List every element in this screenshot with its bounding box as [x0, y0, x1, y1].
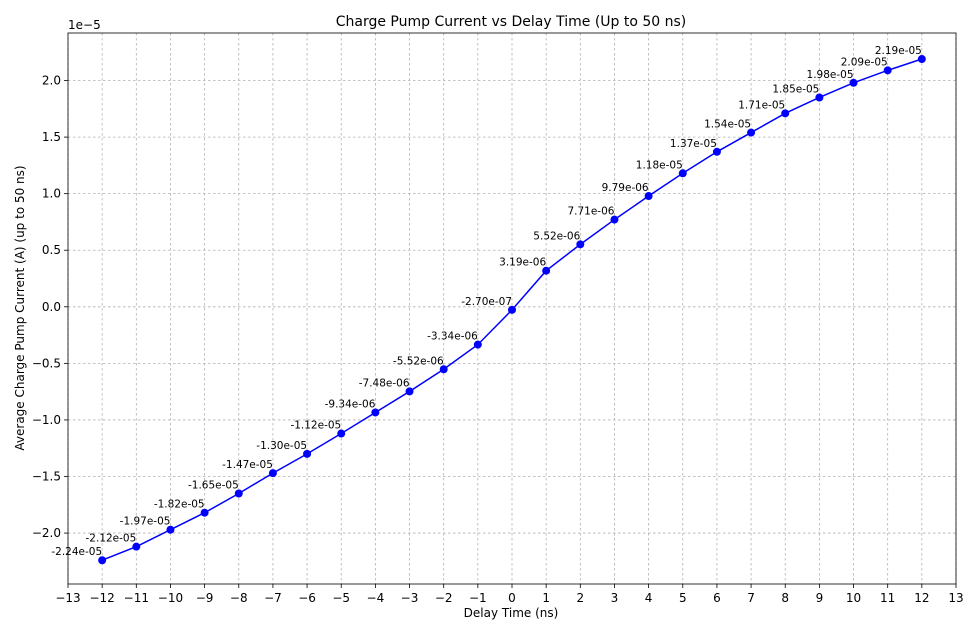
x-tick-label: 10 — [846, 591, 861, 605]
y-tick-label: −1.5 — [32, 470, 61, 484]
y-tick-label: 2.0 — [42, 74, 61, 88]
plot-frame — [67, 32, 957, 585]
data-point — [644, 192, 653, 201]
data-label: -1.82e-05 — [154, 499, 205, 511]
x-tick-label: 4 — [645, 591, 653, 605]
data-label: 1.71e-05 — [738, 99, 785, 111]
data-point — [200, 508, 209, 517]
data-label: 1.37e-05 — [670, 138, 717, 150]
data-label: -1.47e-05 — [222, 459, 273, 471]
x-tick-label: −1 — [469, 591, 487, 605]
x-tick-label: 12 — [914, 591, 929, 605]
data-label: -7.48e-06 — [359, 377, 410, 389]
x-tick-label: 13 — [948, 591, 963, 605]
x-tick-label: −7 — [264, 591, 282, 605]
x-tick-label: −4 — [367, 591, 385, 605]
x-tick-label: −10 — [158, 591, 183, 605]
x-tick-label: −6 — [298, 591, 316, 605]
x-axis-label: Delay Time (ns) — [464, 606, 559, 620]
x-tick-label: 0 — [508, 591, 516, 605]
data-point — [883, 66, 892, 75]
y-offset-text: 1e−5 — [68, 18, 101, 32]
tick-labels: −13 −12 −11 −10 −9 −8 −7 −6 −5 −4 −3 −2 −1 0 1 2 3 4 5 6 7 8 9… — [32, 74, 964, 605]
x-tick-label: −13 — [55, 591, 80, 605]
data-point — [371, 408, 380, 417]
x-tick-label: −2 — [435, 591, 453, 605]
y-tick-label: −2.0 — [32, 526, 61, 540]
data-point — [815, 93, 824, 102]
data-point — [234, 489, 243, 498]
data-label: -1.65e-05 — [188, 479, 239, 491]
data-label: 3.19e-06 — [499, 257, 546, 269]
x-tick-label: 2 — [576, 591, 584, 605]
x-tick-label: −8 — [230, 591, 248, 605]
y-tick-label: 0.0 — [42, 300, 61, 314]
data-point — [917, 55, 926, 64]
data-label: -1.12e-05 — [290, 420, 341, 432]
x-tick-label: 8 — [781, 591, 789, 605]
data-label: 1.85e-05 — [772, 83, 819, 95]
y-tick-label: 1.0 — [42, 187, 61, 201]
data-point — [268, 469, 277, 478]
data-point — [712, 147, 721, 156]
axes — [64, 32, 957, 588]
y-tick-label: −1.0 — [32, 413, 61, 427]
data-point — [473, 340, 482, 349]
x-tick-label: −5 — [332, 591, 350, 605]
data-point — [508, 305, 516, 314]
data-label: -5.52e-06 — [393, 355, 444, 367]
data-label: -1.30e-05 — [256, 440, 307, 452]
x-tick-label: 9 — [816, 591, 824, 605]
data-point — [610, 215, 619, 224]
data-point — [678, 169, 687, 178]
data-label: 9.79e-06 — [602, 182, 649, 194]
data-point — [747, 128, 756, 137]
x-tick-label: −3 — [401, 591, 419, 605]
data-label: 1.54e-05 — [704, 119, 751, 131]
data-label: 2.19e-05 — [875, 45, 922, 57]
data-label: -2.12e-05 — [86, 533, 137, 545]
y-tick-label: 1.5 — [42, 130, 61, 144]
chart-title: Charge Pump Current vs Delay Time (Up to… — [336, 14, 687, 30]
x-tick-label: 7 — [747, 591, 755, 605]
y-tick-label: 0.5 — [42, 243, 61, 257]
x-tick-label: 3 — [611, 591, 619, 605]
data-point — [849, 78, 858, 87]
data-label: -2.24e-05 — [51, 546, 102, 558]
data-label: -1.97e-05 — [120, 516, 171, 528]
data-label: -2.70e-07 — [461, 296, 512, 308]
data-label: 1.98e-05 — [807, 69, 854, 81]
x-tick-label: −11 — [124, 591, 149, 605]
x-tick-label: 1 — [542, 591, 550, 605]
x-tick-label: 6 — [713, 591, 721, 605]
data-point — [576, 240, 585, 249]
data-label: 2.09e-05 — [841, 56, 888, 68]
data-point — [303, 449, 312, 458]
data-point — [166, 525, 175, 534]
data-points — [98, 55, 926, 565]
x-tick-label: −9 — [196, 591, 214, 605]
x-tick-label: 11 — [880, 591, 895, 605]
data-label: 5.52e-06 — [533, 230, 580, 242]
data-point — [132, 542, 141, 551]
data-labels: -2.24e-05-2.12e-05 -1.97e-05 -1.82e-05 -1.6… — [51, 45, 921, 558]
data-label: -3.34e-06 — [427, 331, 478, 343]
data-point — [405, 387, 414, 396]
x-tick-label: −12 — [89, 591, 114, 605]
data-point — [781, 109, 790, 118]
data-point — [98, 556, 107, 565]
x-tick-label: 5 — [679, 591, 687, 605]
y-axis-label: Average Charge Pump Current (A) (up to 5… — [13, 165, 27, 450]
data-point — [439, 365, 448, 374]
data-label: -9.34e-06 — [325, 398, 376, 410]
data-label: 7.71e-06 — [567, 206, 614, 218]
data-point — [542, 266, 551, 275]
y-tick-label: −0.5 — [32, 356, 61, 370]
data-point — [337, 429, 346, 438]
data-label: 1.18e-05 — [636, 159, 683, 171]
